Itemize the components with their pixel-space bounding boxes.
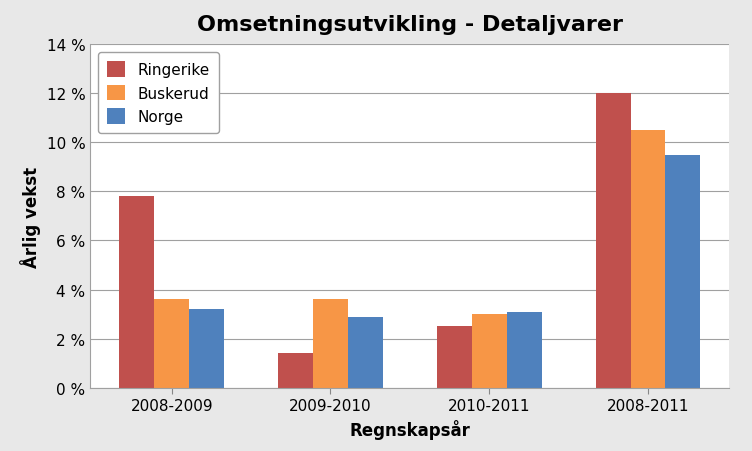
Bar [278,354,313,388]
Bar [154,300,190,388]
Y-axis label: Årlig vekst: Årlig vekst [20,166,41,267]
Bar [630,131,666,388]
Bar [437,327,472,388]
X-axis label: Regnskapsår: Regnskapsår [350,419,470,439]
Bar [472,314,507,388]
Bar [596,94,630,388]
Bar [120,197,154,388]
Title: Omsetningsutvikling - Detaljvarer: Omsetningsutvikling - Detaljvarer [197,15,623,35]
Bar [313,300,348,388]
Bar [348,317,383,388]
Legend: Ringerike, Buskerud, Norge: Ringerike, Buskerud, Norge [98,53,219,134]
Bar [666,155,700,388]
Bar [507,312,541,388]
Bar [190,309,224,388]
